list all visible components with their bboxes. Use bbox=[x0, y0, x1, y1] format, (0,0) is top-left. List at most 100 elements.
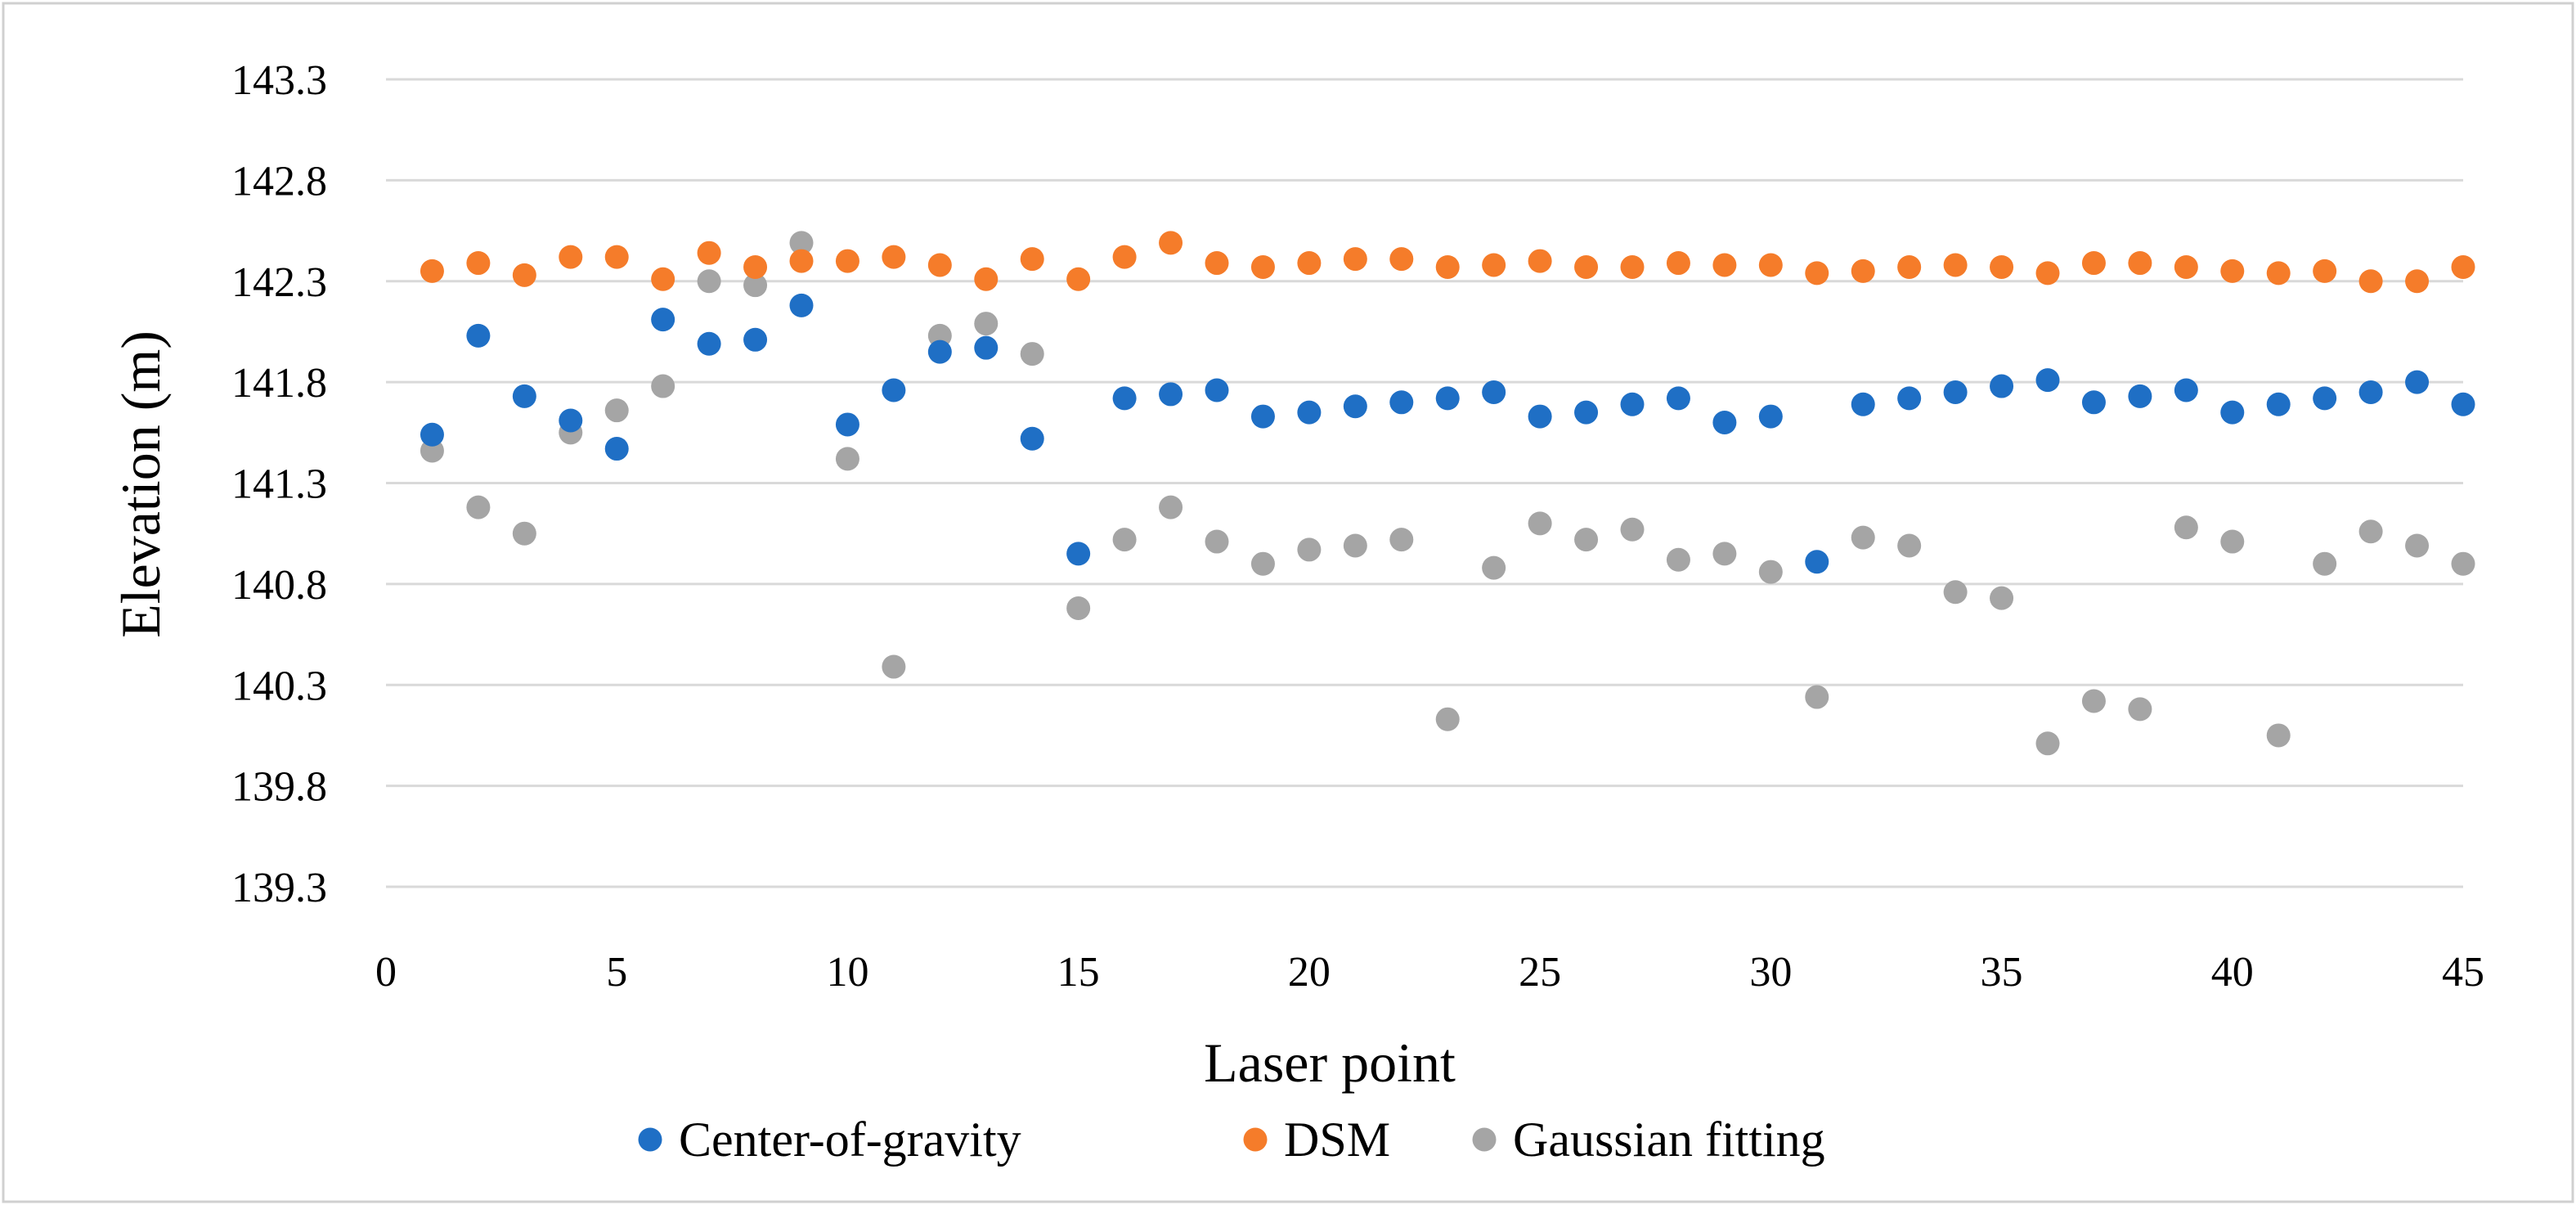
data-point bbox=[1343, 394, 1367, 419]
data-point bbox=[2035, 368, 2060, 393]
data-point bbox=[1943, 580, 1968, 605]
data-point bbox=[1805, 685, 1829, 709]
data-point bbox=[835, 447, 859, 471]
data-point bbox=[2405, 370, 2430, 394]
data-point bbox=[1666, 547, 1690, 572]
data-point bbox=[512, 521, 536, 546]
data-point bbox=[1250, 254, 1275, 279]
y-tick-label: 141.3 bbox=[231, 461, 327, 508]
data-point bbox=[1712, 542, 1737, 566]
data-point bbox=[1528, 511, 1552, 536]
data-point bbox=[1389, 528, 1414, 552]
data-point bbox=[512, 384, 536, 408]
y-tick-label: 140.3 bbox=[231, 663, 327, 709]
data-point bbox=[466, 323, 491, 348]
y-tick-label: 139.8 bbox=[231, 764, 327, 811]
data-point bbox=[1528, 404, 1552, 429]
data-point bbox=[1758, 404, 1783, 429]
data-point bbox=[1943, 253, 1968, 277]
data-point bbox=[1758, 560, 1783, 584]
data-point bbox=[1159, 495, 1183, 519]
data-point bbox=[1112, 528, 1137, 552]
data-point bbox=[1574, 254, 1599, 279]
data-point bbox=[1205, 529, 1229, 554]
data-point bbox=[1250, 404, 1275, 429]
data-point bbox=[1482, 380, 1506, 404]
data-point bbox=[604, 245, 629, 269]
data-point bbox=[1482, 253, 1506, 277]
data-point bbox=[2313, 386, 2337, 411]
data-point bbox=[2358, 519, 2383, 544]
data-point bbox=[2266, 392, 2291, 416]
data-point bbox=[2174, 515, 2198, 540]
data-point bbox=[1020, 247, 1044, 272]
data-point bbox=[1712, 410, 1737, 434]
x-tick-label: 35 bbox=[1981, 949, 2023, 996]
x-tick-label: 20 bbox=[1288, 949, 1331, 996]
data-point bbox=[2035, 261, 2060, 286]
data-point bbox=[1851, 525, 1875, 550]
data-point bbox=[420, 422, 444, 447]
x-tick-label: 0 bbox=[375, 949, 397, 996]
data-point bbox=[651, 308, 675, 332]
data-point bbox=[1666, 386, 1690, 411]
data-point bbox=[974, 312, 999, 336]
data-point bbox=[651, 267, 675, 291]
data-point bbox=[743, 273, 768, 298]
data-point bbox=[882, 654, 906, 679]
data-point bbox=[2220, 259, 2245, 283]
data-point bbox=[1712, 253, 1737, 277]
data-point bbox=[1990, 254, 2014, 279]
data-point bbox=[559, 408, 583, 433]
data-point bbox=[743, 254, 768, 279]
legend-marker bbox=[638, 1127, 662, 1152]
data-point bbox=[927, 339, 952, 364]
x-axis-tick-labels: 0 5 10 15 20 25 30 35 40 45 bbox=[375, 949, 2484, 996]
data-point bbox=[559, 245, 583, 269]
data-point bbox=[2405, 533, 2430, 558]
data-point bbox=[1897, 386, 1922, 411]
data-point bbox=[2358, 269, 2383, 294]
data-point bbox=[1389, 247, 1414, 272]
data-point bbox=[1805, 550, 1829, 574]
data-point bbox=[1205, 378, 1229, 402]
data-point bbox=[697, 331, 721, 356]
legend-item: Gaussian fitting bbox=[1472, 1113, 1825, 1167]
data-point bbox=[466, 251, 491, 276]
data-point bbox=[1297, 537, 1322, 562]
data-point bbox=[1482, 555, 1506, 580]
x-axis-title: Laser point bbox=[1204, 1032, 1456, 1094]
data-point bbox=[1620, 392, 1645, 416]
data-point bbox=[2220, 400, 2245, 425]
x-tick-label: 45 bbox=[2442, 949, 2484, 996]
y-tick-label: 142.8 bbox=[231, 158, 327, 205]
data-point bbox=[1990, 586, 2014, 610]
data-point bbox=[1897, 533, 1922, 558]
data-point bbox=[789, 249, 814, 273]
data-point bbox=[2266, 261, 2291, 286]
data-point bbox=[2081, 390, 2106, 415]
data-point bbox=[1990, 374, 2014, 398]
data-point bbox=[2081, 689, 2106, 713]
data-point bbox=[2174, 378, 2198, 402]
y-axis-title: Elevation (m) bbox=[110, 330, 172, 638]
series-dsm bbox=[420, 231, 2475, 294]
data-point bbox=[466, 495, 491, 519]
data-point bbox=[1066, 267, 1091, 291]
data-point bbox=[1620, 254, 1645, 279]
data-point bbox=[743, 327, 768, 352]
data-point bbox=[1159, 382, 1183, 407]
y-tick-label: 140.8 bbox=[231, 562, 327, 609]
data-point bbox=[1851, 392, 1875, 416]
data-point bbox=[2451, 392, 2475, 416]
data-point bbox=[1112, 386, 1137, 411]
data-point bbox=[2451, 254, 2475, 279]
data-point bbox=[1159, 231, 1183, 255]
data-point bbox=[789, 293, 814, 317]
data-point bbox=[1435, 386, 1460, 411]
legend: Center-of-gravity DSM Gaussian fitting bbox=[638, 1113, 1825, 1167]
data-point bbox=[420, 259, 444, 283]
data-point bbox=[1297, 251, 1322, 276]
y-tick-label: 141.8 bbox=[231, 360, 327, 407]
